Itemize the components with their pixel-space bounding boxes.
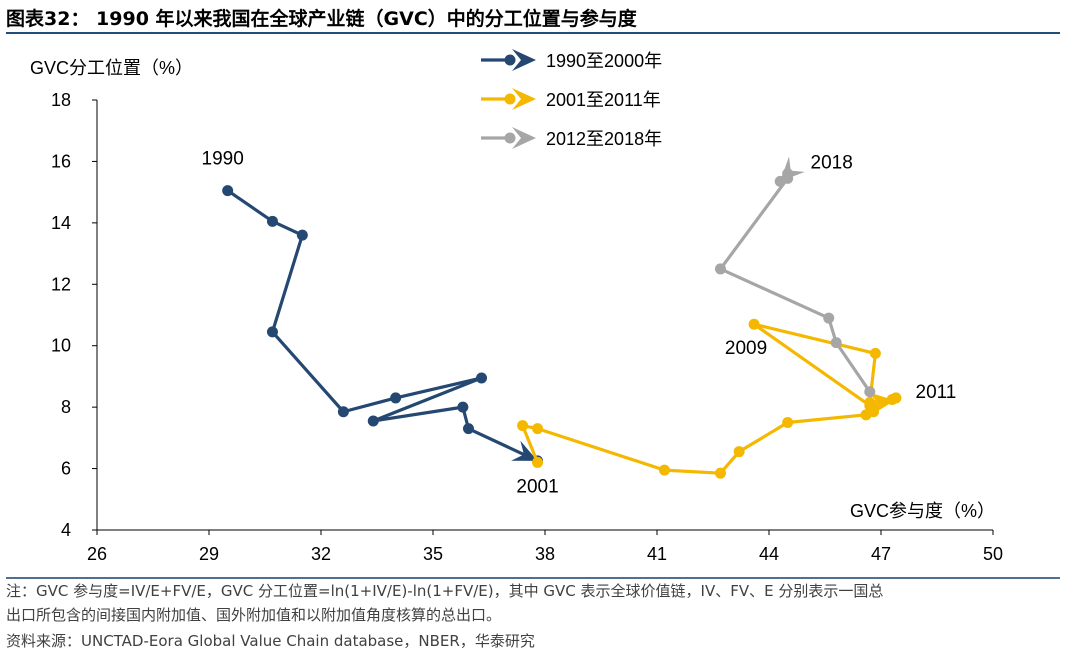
legend-marker (504, 54, 516, 66)
legend-label: 1990至2000年 (546, 51, 662, 71)
data-point (869, 347, 881, 359)
x-tick-label: 26 (87, 544, 107, 564)
legend-label: 2012至2018年 (546, 129, 662, 149)
x-tick-label: 29 (199, 544, 219, 564)
series-1 (222, 185, 544, 467)
chart-axes: 4 6 8 10 12 14 16 18 26 29 32 35 38 41 44 47 50 GVC分工位置（%… (30, 58, 1003, 564)
series-arrowhead (511, 440, 538, 461)
legend-marker (504, 93, 516, 105)
y-tick-label: 16 (51, 151, 71, 171)
data-point (462, 423, 474, 435)
y-tick-label: 10 (51, 336, 71, 356)
data-point (658, 464, 670, 476)
y-tick-label: 6 (61, 459, 71, 479)
y-tick-label: 18 (51, 90, 71, 110)
gvc-chart: 4 6 8 10 12 14 16 18 26 29 32 35 38 41 44 47 50 GVC分工位置（%… (30, 49, 1003, 564)
series-arrowhead (866, 391, 893, 414)
legend-arrowhead (512, 127, 536, 149)
data-point (886, 393, 898, 405)
legend-arrowhead (512, 88, 536, 110)
data-point (714, 467, 726, 479)
figure-title: 图表32： 1990 年以来我国在全球产业链（GVC）中的分工位置与参与度 (6, 8, 637, 30)
y-tick-label: 12 (51, 274, 71, 294)
data-point (457, 401, 469, 413)
legend-marker (504, 132, 516, 144)
data-point (864, 386, 876, 398)
y-tick-label: 14 (51, 213, 71, 233)
chart-series (222, 156, 902, 479)
point-label: 2009 (725, 338, 767, 359)
data-point (517, 420, 529, 432)
y-axis-title: GVC分工位置（%） (30, 58, 193, 78)
chart-legend: 1990至2000年 2001至2011年 2012至2018年 (481, 49, 662, 149)
data-point (864, 397, 876, 409)
x-tick-label: 38 (535, 544, 555, 564)
data-point (823, 312, 835, 324)
legend-item-1: 1990至2000年 (481, 49, 662, 71)
point-label: 2011 (916, 382, 957, 403)
point-label: 1990 (202, 149, 244, 170)
series-arrowhead (780, 156, 805, 182)
footnote-line2: 出口所包含的间接国内附加值、国外附加值和以附加值角度核算的总出口。 (6, 606, 502, 624)
data-point (337, 406, 349, 418)
data-point (532, 423, 544, 435)
legend-item-2: 2001至2011年 (481, 88, 661, 110)
data-point (748, 318, 760, 330)
data-point (714, 263, 726, 275)
x-tick-label: 44 (759, 544, 779, 564)
y-tick-label: 4 (61, 520, 71, 540)
chart-annotations: 1990 2001 2009 2011 2018 (202, 149, 957, 498)
legend-item-3: 2012至2018年 (481, 127, 662, 149)
x-tick-label: 47 (871, 544, 891, 564)
title-rule (6, 32, 1060, 34)
x-tick-label: 41 (647, 544, 667, 564)
data-point (266, 215, 278, 227)
point-label: 2001 (516, 476, 558, 497)
data-point (532, 456, 544, 468)
data-point (296, 229, 308, 241)
series-line (226, 189, 539, 463)
data-point (476, 372, 488, 384)
legend-label: 2001至2011年 (546, 90, 661, 110)
data-point (733, 446, 745, 458)
data-point (367, 415, 379, 427)
x-tick-label: 32 (311, 544, 331, 564)
footnote-rule (6, 577, 1060, 579)
series-3 (714, 156, 876, 398)
data-point (830, 337, 842, 349)
data-point (266, 326, 278, 338)
source-line: 资料来源：UNCTAD-Eora Global Value Chain data… (6, 632, 535, 650)
footnote-line1: 注：GVC 参与度=IV/E+FV/E，GVC 分工位置=ln(1+IV/E)-… (6, 582, 884, 600)
legend-arrowhead (512, 49, 536, 71)
data-point (782, 417, 794, 428)
x-tick-label: 35 (423, 544, 443, 564)
x-tick-label: 50 (983, 544, 1003, 564)
data-point (222, 185, 234, 197)
x-axis-title: GVC参与度（%） (850, 501, 995, 521)
y-tick-label: 8 (61, 397, 71, 417)
series-2 (517, 318, 902, 479)
data-point (390, 392, 402, 404)
point-label: 2018 (811, 153, 853, 174)
